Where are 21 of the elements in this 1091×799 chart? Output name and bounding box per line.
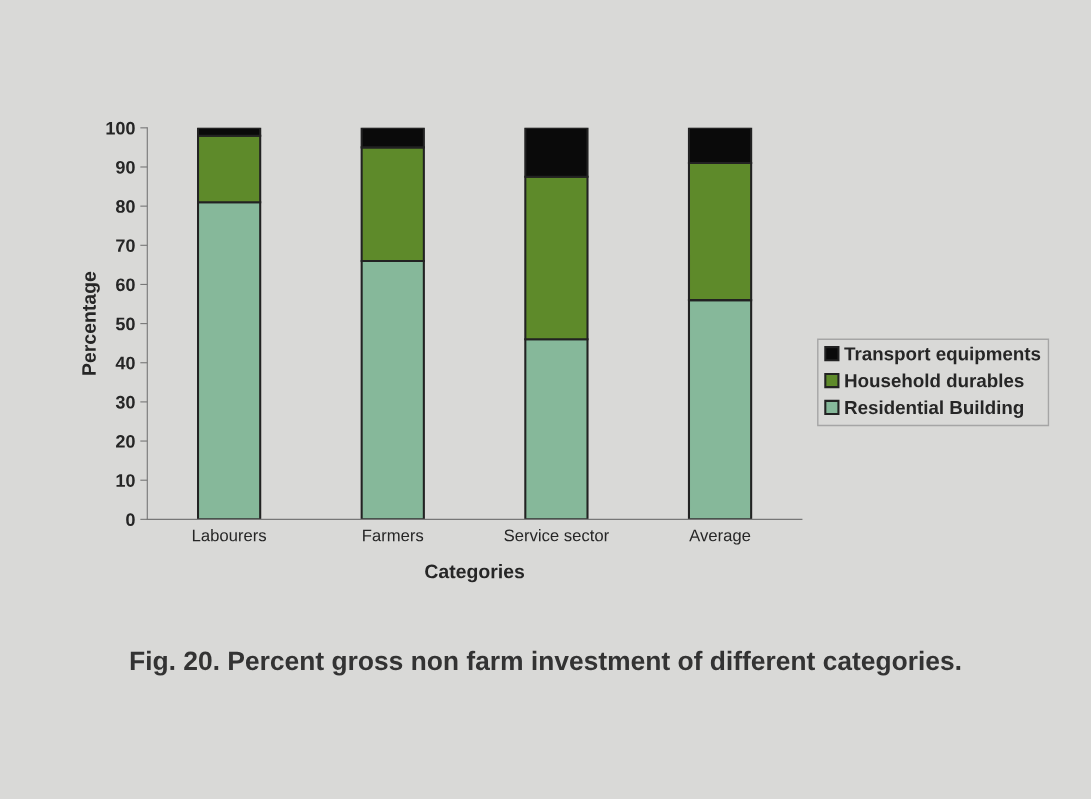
x-tick-label: Farmers [363, 529, 424, 542]
legend-label: Household durables [845, 373, 1024, 388]
x-tick-label: Labourers [192, 529, 267, 542]
y-tick-label: 50 [115, 317, 135, 331]
y-tick-label: 40 [115, 356, 135, 370]
y-tick-label: 90 [116, 160, 135, 174]
y-tick-label: 10 [116, 474, 135, 487]
y-tick-label: 60 [116, 278, 135, 292]
y-tick-label: 0 [126, 513, 135, 527]
y-tick-label: 80 [115, 200, 135, 213]
y-tick-label: 100 [106, 121, 135, 135]
y-tick-label: 30 [115, 395, 135, 409]
legend-label: Transport equipments [844, 346, 1041, 365]
x-axis-title: Categories [425, 564, 525, 583]
x-tick-label: Average [689, 529, 751, 545]
legend-label: Residential Building [845, 400, 1024, 418]
y-tick-label: 70 [116, 239, 135, 253]
y-tick-label: 20 [116, 434, 135, 448]
x-tick-label: Service sector [504, 529, 609, 542]
text: Fig. 20. Percent gross non farm investment of different categories. [130, 650, 961, 676]
y-axis-title: Percentage [82, 271, 100, 375]
